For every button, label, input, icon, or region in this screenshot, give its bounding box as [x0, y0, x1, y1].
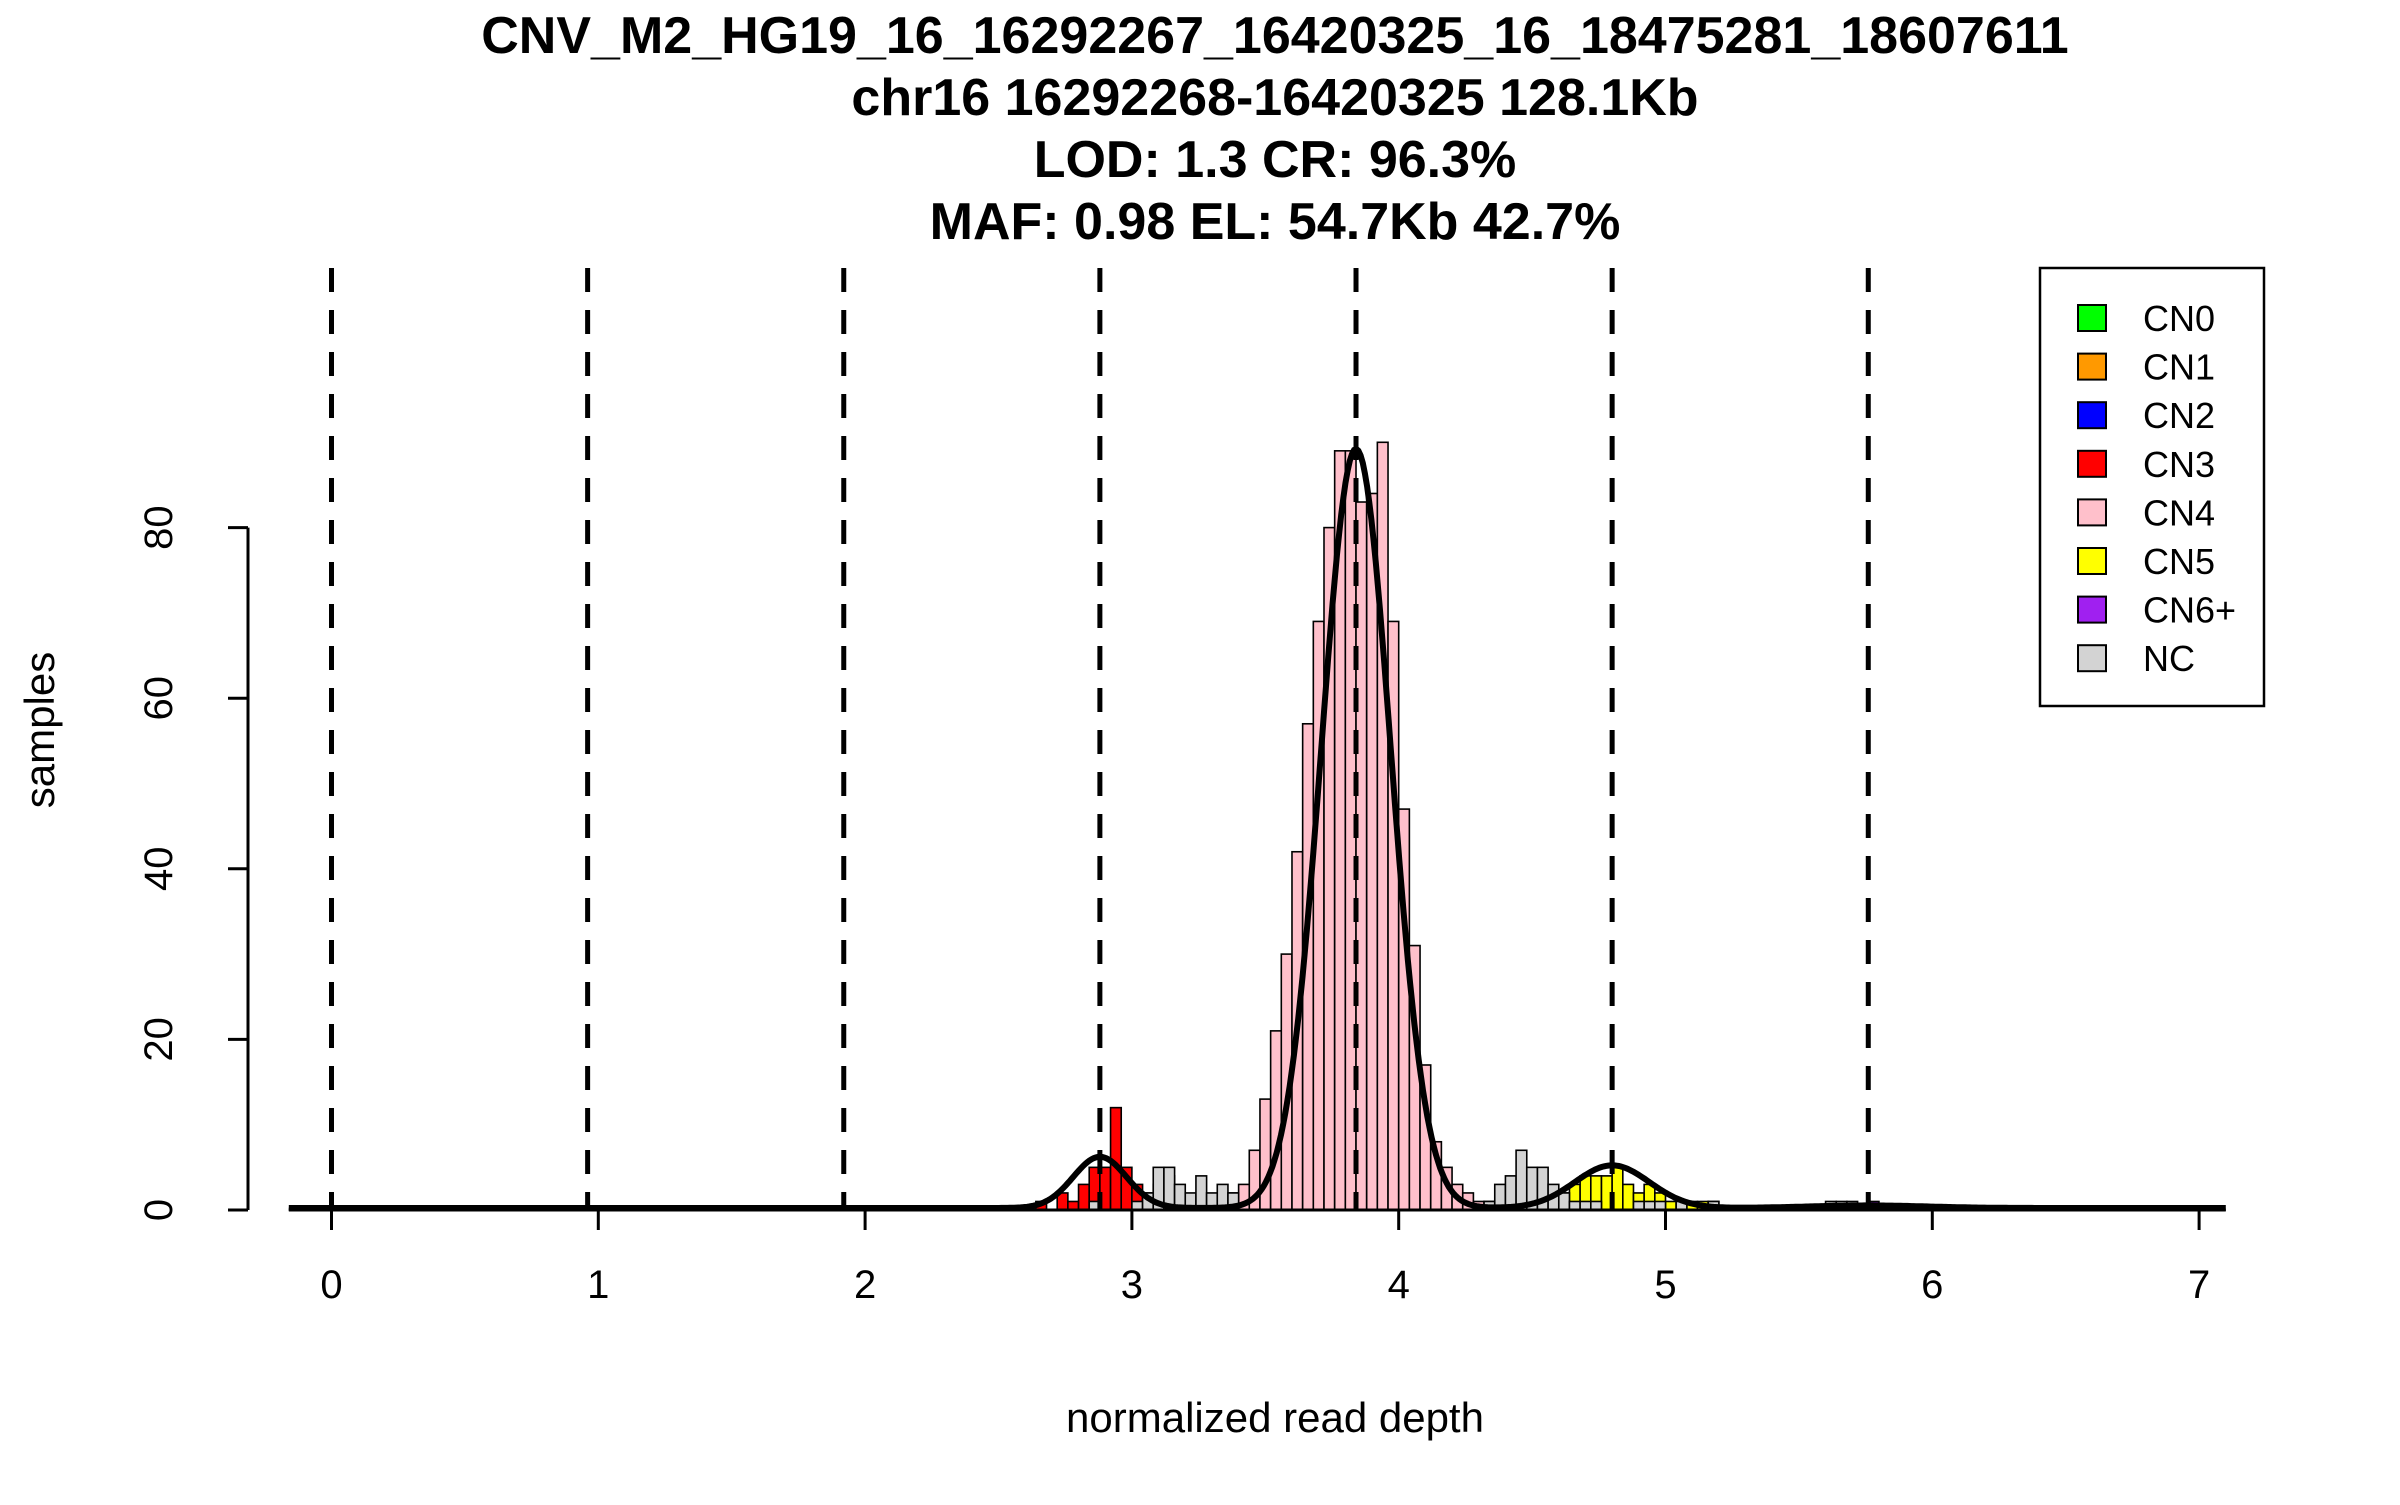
axes: 0 1 2 3 4 5 6 7 0 20 40 60 80	[137, 505, 2226, 1307]
title-line-3: LOD: 1.3 CR: 96.3%	[1034, 131, 1517, 189]
legend-swatch	[2077, 401, 2107, 430]
x-axis-title: normalized read depth	[1066, 1394, 1484, 1441]
legend-label: CN4	[2143, 492, 2215, 533]
chart-title: CNV_M2_HG19_16_16292267_16420325_16_1847…	[481, 7, 2068, 251]
legend-swatch	[2077, 449, 2107, 478]
bar-nc	[1557, 1192, 1571, 1211]
legend-swatch	[2077, 595, 2107, 624]
legend-swatch	[2077, 547, 2107, 575]
y-axis-ticks: 0 20 40 60 80	[137, 505, 248, 1221]
legend-label: NC	[2143, 638, 2195, 679]
title-line-1: CNV_M2_HG19_16_16292267_16420325_16_1847…	[481, 7, 2068, 65]
y-axis-title: samples	[16, 652, 63, 808]
x-tick-label: 2	[854, 1263, 876, 1307]
y-tick-label: 40	[137, 847, 181, 892]
bar-cn4	[1365, 492, 1379, 1211]
legend-swatch	[2077, 498, 2107, 527]
x-axis-ticks: 0 1 2 3 4 5 6 7	[320, 1210, 2210, 1307]
x-tick-label: 3	[1121, 1263, 1143, 1307]
legend-swatch	[2077, 304, 2107, 332]
legend-label: CN0	[2143, 298, 2215, 339]
legend-label: CN1	[2143, 347, 2215, 388]
y-tick-label: 60	[137, 676, 181, 721]
legend-label: CN2	[2143, 395, 2215, 436]
x-tick-label: 5	[1654, 1263, 1676, 1307]
histogram-bars	[1035, 441, 1880, 1211]
x-tick-label: 0	[320, 1263, 342, 1307]
x-tick-label: 7	[2188, 1263, 2210, 1307]
x-tick-label: 4	[1388, 1263, 1410, 1307]
legend-swatch	[2077, 644, 2107, 673]
title-line-2: chr16 16292268-16420325 128.1Kb	[851, 69, 1698, 127]
legend-box	[2038, 266, 2266, 708]
bar-cn3	[1077, 1183, 1091, 1211]
x-tick-label: 6	[1921, 1263, 1943, 1307]
legend-swatch	[2077, 352, 2107, 381]
x-tick-label: 1	[587, 1263, 609, 1307]
legend-label: CN5	[2143, 541, 2215, 582]
bar-cn4	[1376, 441, 1389, 1211]
bar-nc	[1515, 1149, 1528, 1211]
legend-label: CN6+	[2143, 590, 2236, 631]
y-tick-label: 80	[137, 505, 181, 550]
title-line-4: MAF: 0.98 EL: 54.7Kb 42.7%	[930, 193, 1621, 251]
y-tick-label: 0	[137, 1199, 181, 1221]
legend-label: CN3	[2143, 444, 2215, 485]
bar-nc	[1195, 1175, 1208, 1211]
bar-cn5	[1622, 1183, 1635, 1211]
bar-cn4	[1269, 1030, 1283, 1211]
legend: CN0 CN1 CN2 CN3 CN4 CN5 CN6+ NC	[2038, 266, 2266, 708]
fit-curve-line	[288, 445, 2226, 1211]
dashed-copy-number-lines	[329, 268, 1871, 1210]
y-tick-label: 20	[137, 1017, 181, 1062]
